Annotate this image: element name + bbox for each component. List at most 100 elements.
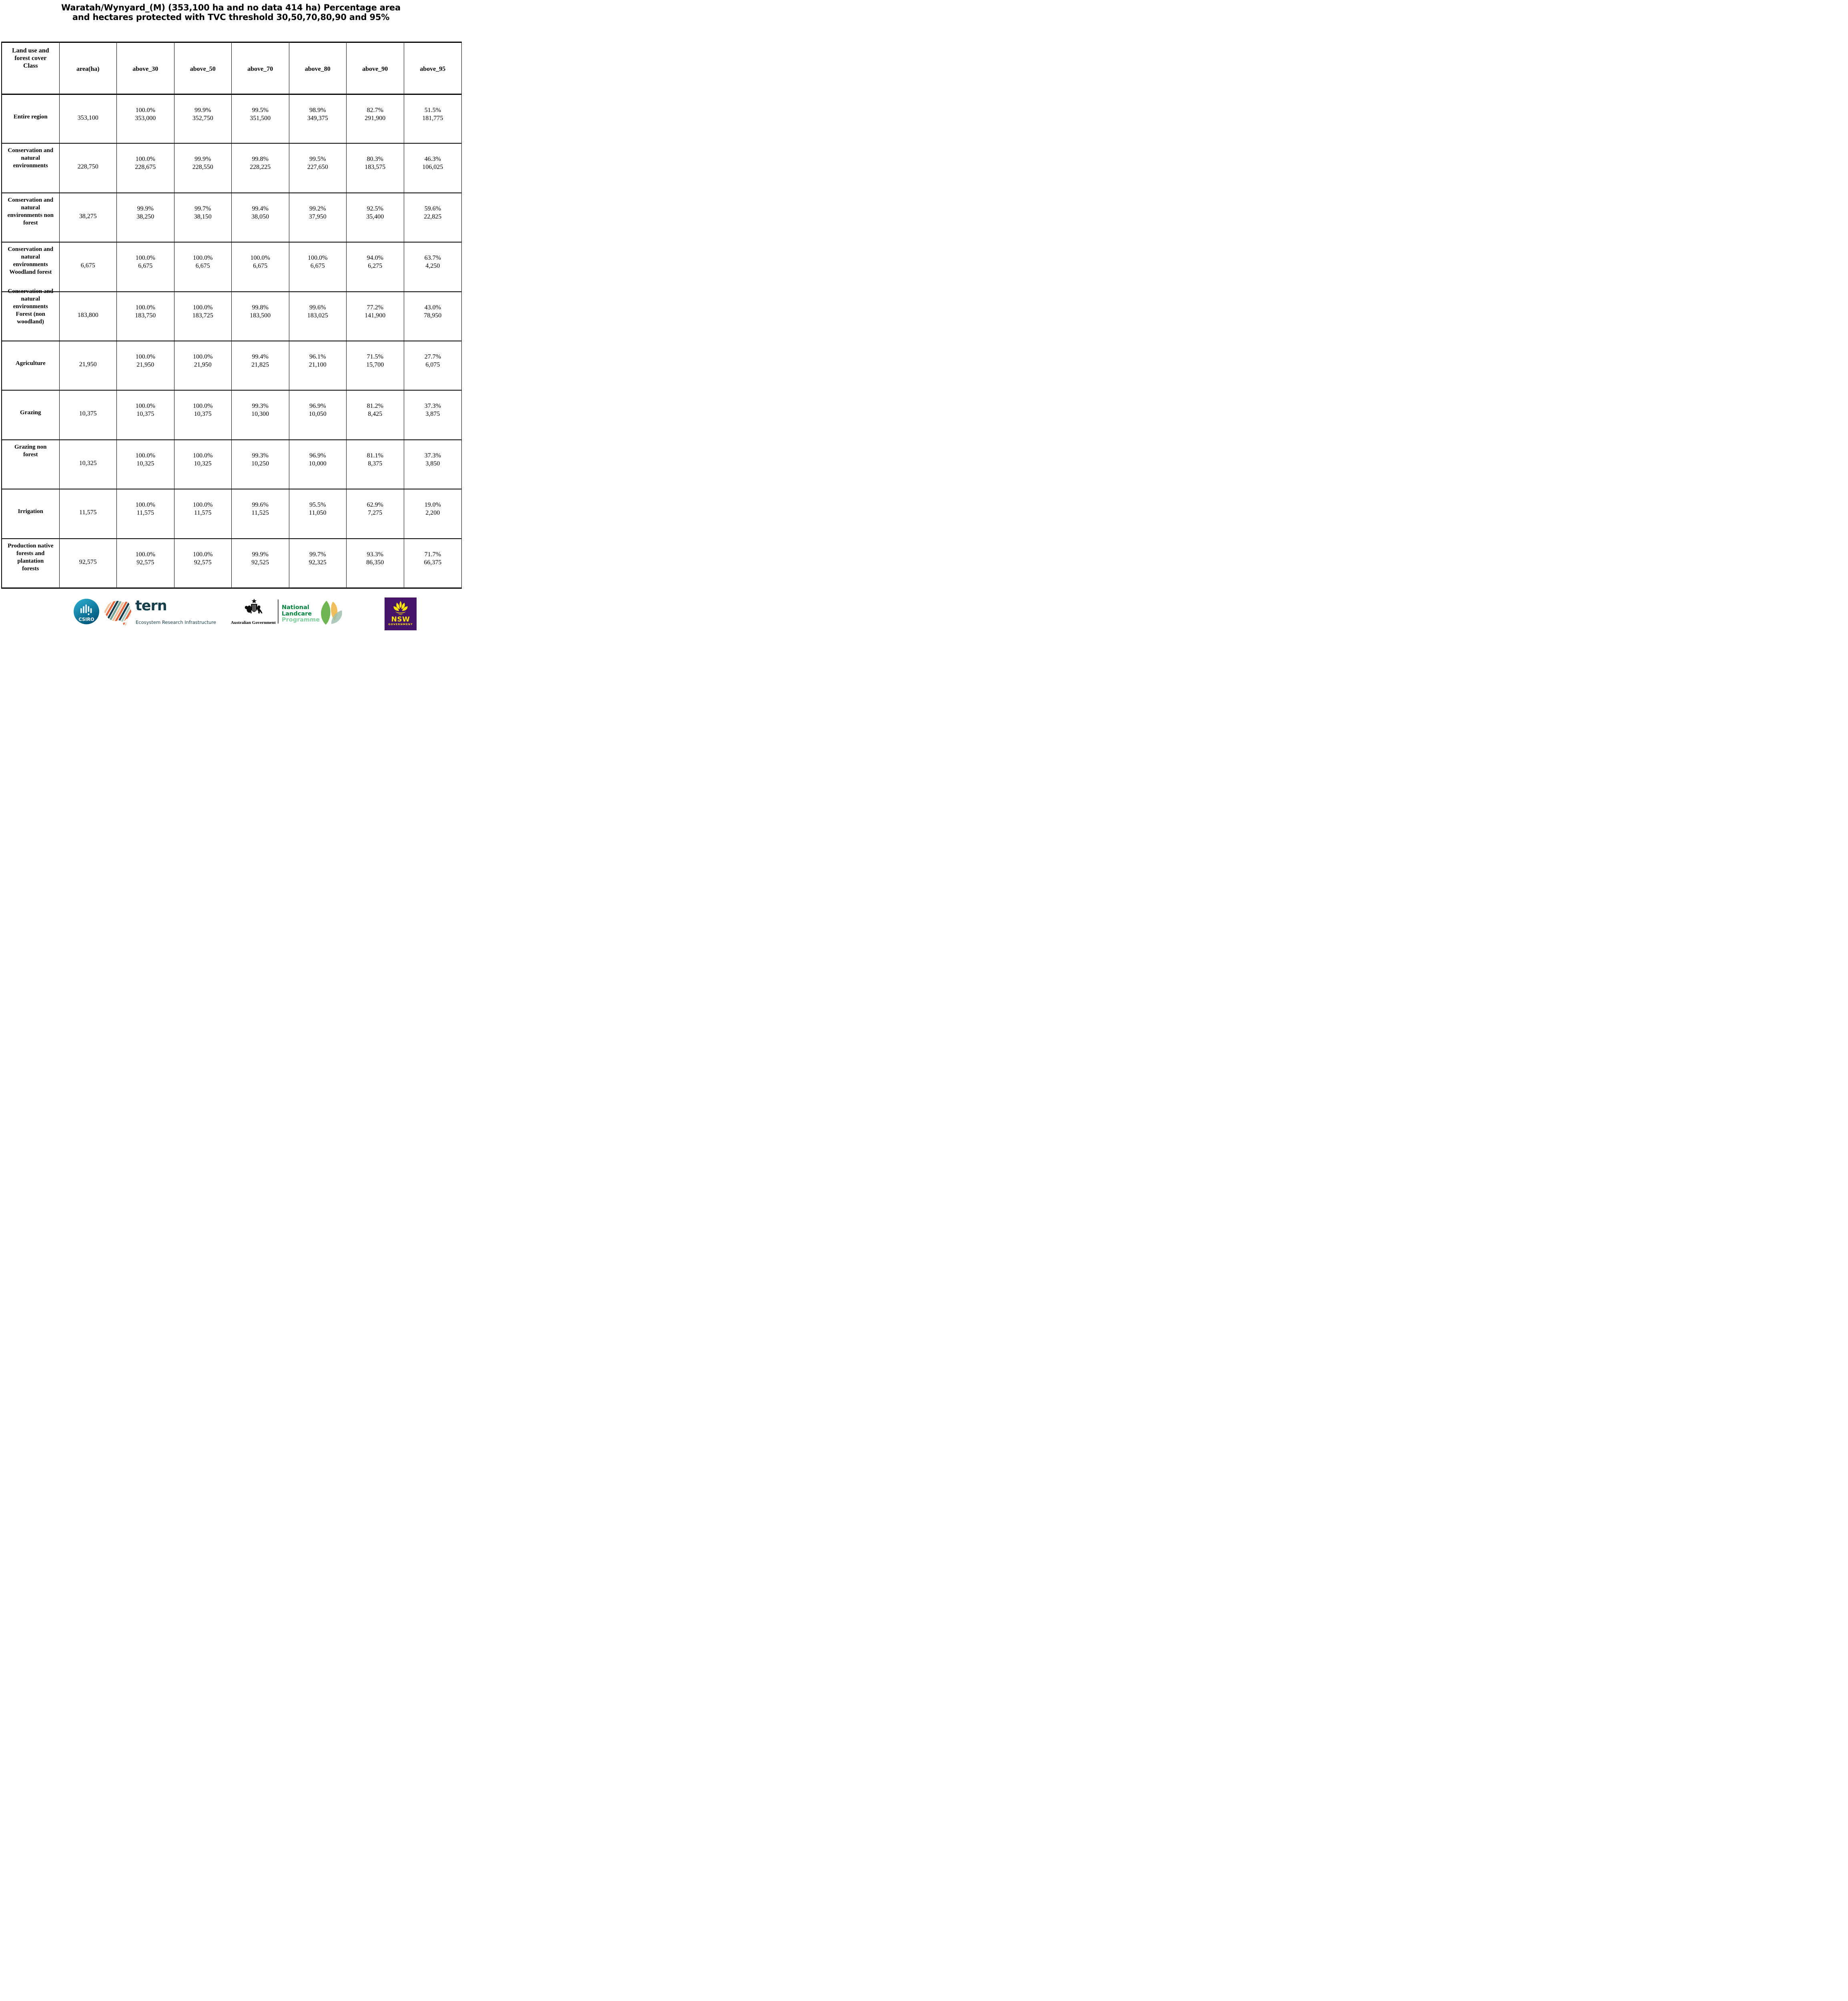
pct-ha-value: 100.0% 10,325	[193, 452, 213, 467]
pct-ha-value: 99.9% 38,250	[136, 205, 154, 220]
table-row-6-label-cell: Grazing	[2, 390, 60, 439]
australian-coat-of-arms-icon	[245, 598, 263, 614]
header-label-above-30: above_30	[132, 66, 158, 72]
pct-ha-value: 93.3% 86,350	[366, 551, 384, 566]
table-row-4-label-cell: Conservation and natural environments Fo…	[2, 288, 60, 341]
table-row-7-above-cell-0: 100.0% 10,325	[117, 439, 174, 489]
table-row-3-above-cell-0: 100.0% 6,675	[117, 242, 174, 291]
pct-ha-value: 100.0% 353,000	[135, 107, 156, 122]
pct-ha-value: 100.0% 183,750	[135, 304, 156, 319]
pct-ha-value: 37.3% 3,875	[424, 403, 441, 418]
table-row-8-label-cell: Irrigation	[2, 489, 60, 538]
pct-ha-value: 99.9% 92,525	[251, 551, 269, 566]
table-row-6-above-cell-2: 99.3% 10,300	[232, 390, 289, 439]
table-row-9-above-cell-1: 100.0% 92,575	[174, 538, 232, 587]
table-row-7-area-cell: 10,325	[59, 439, 117, 489]
table-row-1-above-cell-0: 100.0% 228,675	[117, 143, 174, 192]
table-row-7-above-cell-3: 96.9% 10,000	[289, 439, 347, 489]
pct-ha-value: 46.3% 106,025	[422, 156, 443, 171]
area-value: 6,675	[80, 262, 95, 269]
row-label: Entire region	[13, 114, 48, 120]
table-row-3-area-cell: 6,675	[59, 242, 117, 291]
header-cell-above-70: above_70	[232, 43, 289, 94]
nlp-line-landcare: Landcare	[282, 610, 312, 617]
row-label: Grazing	[20, 409, 41, 416]
pct-ha-value: 100.0% 21,950	[135, 353, 155, 368]
nsw-sub-label: GOVERNMENT	[388, 623, 413, 626]
pct-ha-value: 95.5% 11,050	[309, 501, 327, 517]
pct-ha-value: 99.7% 38,150	[194, 205, 212, 220]
pct-ha-value: 100.0% 228,675	[135, 156, 156, 171]
table-row-1-above-cell-5: 46.3% 106,025	[404, 143, 461, 192]
row-label: Conservation and natural environments no…	[7, 196, 54, 226]
page-title-line2: and hectares protected with TVC threshol…	[72, 12, 390, 22]
area-value: 10,375	[79, 410, 97, 417]
header-label-above-95: above_95	[420, 66, 446, 72]
table-wrapper: Land use and forest cover Class area(ha)…	[1, 42, 462, 589]
header-label-class: Land use and forest cover Class	[12, 47, 49, 69]
pct-ha-value: 100.0% 11,575	[135, 501, 155, 517]
table-row-9-above-cell-3: 99.7% 92,325	[289, 538, 347, 587]
header-cell-above-30: above_30	[117, 43, 174, 94]
header-cell-above-90: above_90	[347, 43, 404, 94]
pct-ha-value: 96.9% 10,050	[309, 403, 327, 418]
table-row-3-above-cell-4: 94.0% 6,275	[347, 242, 404, 291]
header-cell-above-50: above_50	[174, 43, 232, 94]
header-cell-above-80: above_80	[289, 43, 347, 94]
table-row-2-above-cell-5: 59.6% 22,825	[404, 192, 461, 242]
table-row-9-above-cell-5: 71.7% 66,375	[404, 538, 461, 587]
pct-ha-value: 43.0% 78,950	[424, 304, 442, 319]
pct-ha-value: 99.8% 183,500	[250, 304, 271, 319]
table-row-8-above-cell-5: 19.0% 2,200	[404, 489, 461, 538]
pct-ha-value: 19.0% 2,200	[424, 501, 441, 517]
table-row-4-above-cell-1: 100.0% 183,725	[174, 291, 232, 341]
pct-ha-value: 99.5% 227,650	[307, 156, 328, 171]
table-row-6-above-cell-5: 37.3% 3,875	[404, 390, 461, 439]
area-value: 353,100	[77, 114, 98, 121]
pct-ha-value: 63.7% 4,250	[424, 255, 441, 270]
header-label-above-80: above_80	[305, 66, 331, 72]
pct-ha-value: 100.0% 92,575	[193, 551, 213, 566]
table-row-5-above-cell-3: 96.1% 21,100	[289, 340, 347, 390]
pct-ha-value: 100.0% 6,675	[135, 255, 155, 270]
row-label: Irrigation	[18, 508, 43, 515]
pct-ha-value: 99.4% 21,825	[251, 353, 269, 368]
area-value: 92,575	[79, 558, 97, 565]
table-row-8-above-cell-0: 100.0% 11,575	[117, 489, 174, 538]
pct-ha-value: 82.7% 291,900	[365, 107, 386, 122]
landcare-leaves-icon	[321, 601, 342, 625]
pct-ha-value: 71.7% 66,375	[424, 551, 442, 566]
header-cell-above-95: above_95	[404, 43, 461, 94]
table-row-9-above-cell-2: 99.9% 92,525	[232, 538, 289, 587]
table-row-4-above-cell-3: 99.6% 183,025	[289, 291, 347, 341]
area-value: 21,950	[79, 361, 97, 368]
pct-ha-value: 96.1% 21,100	[309, 353, 327, 368]
pct-ha-value: 100.0% 10,375	[135, 403, 155, 418]
pct-ha-value: 81.1% 8,375	[367, 452, 383, 467]
pct-ha-value: 81.2% 8,425	[367, 403, 383, 418]
table-row-3-above-cell-1: 100.0% 6,675	[174, 242, 232, 291]
table-row-4-above-cell-4: 77.2% 141,900	[347, 291, 404, 341]
tern-tagline: Ecosystem Research Infrastructure	[136, 620, 216, 625]
header-label-above-50: above_50	[190, 66, 216, 72]
table-row-4-above-cell-5: 43.0% 78,950	[404, 291, 461, 341]
table-row-0-above-cell-1: 99.9% 352,750	[174, 94, 232, 143]
row-label: Conservation and natural environments	[8, 147, 54, 169]
pct-ha-value: 77.2% 141,900	[365, 304, 386, 319]
row-label: Conservation and natural environments Wo…	[8, 246, 54, 276]
table-row-6-above-cell-1: 100.0% 10,375	[174, 390, 232, 439]
table-row-6-above-cell-3: 96.9% 10,050	[289, 390, 347, 439]
csiro-logo-icon: CSIRO	[74, 599, 99, 624]
table-row-5-above-cell-2: 99.4% 21,825	[232, 340, 289, 390]
table-row-5-above-cell-5: 27.7% 6,075	[404, 340, 461, 390]
table-row-9-above-cell-4: 93.3% 86,350	[347, 538, 404, 587]
pct-ha-value: 100.0% 10,325	[135, 452, 155, 467]
table-row-2-area-cell: 38,275	[59, 192, 117, 242]
pct-ha-value: 100.0% 11,575	[193, 501, 213, 517]
table-row-0-area-cell: 353,100	[59, 94, 117, 143]
pct-ha-value: 51.5% 181,775	[422, 107, 443, 122]
row-label: Grazing non forest	[14, 443, 47, 458]
pct-ha-value: 100.0% 6,675	[193, 255, 213, 270]
table-row-5-area-cell: 21,950	[59, 340, 117, 390]
area-value: 228,750	[77, 163, 98, 170]
